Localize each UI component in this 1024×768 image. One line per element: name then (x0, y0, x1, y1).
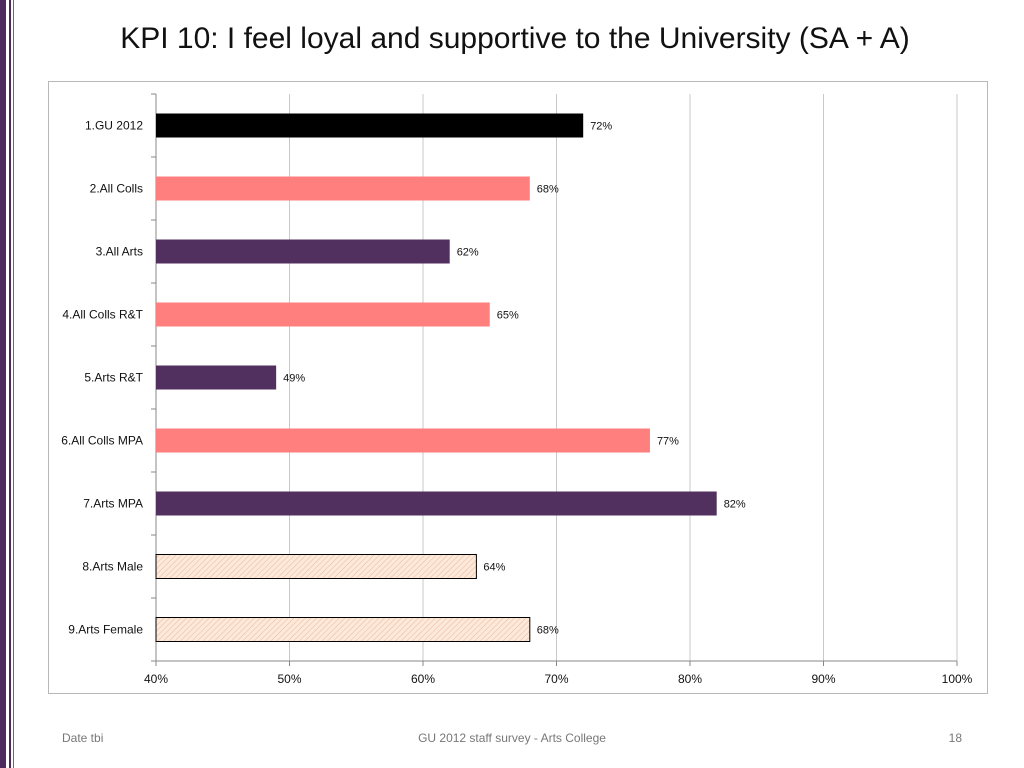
bar (156, 113, 584, 138)
accent-stripe (9, 0, 11, 768)
x-tick-label: 90% (811, 672, 835, 686)
x-tick-label: 70% (544, 672, 568, 686)
bar (156, 491, 717, 516)
x-tick-label: 100% (942, 672, 973, 686)
data-label: 72% (590, 121, 612, 133)
data-label: 62% (457, 247, 479, 259)
label-layer: 40% 50% 60% 70% 80% 90% 100% 1.GU 2012 72% 2.All … (61, 119, 972, 687)
bar (155, 554, 477, 579)
category-label: 4.All Colls R&T (62, 308, 143, 322)
x-tick-label: 80% (678, 672, 702, 686)
bar-layer (155, 113, 717, 642)
x-tick-label: 50% (277, 672, 301, 686)
slide-title: KPI 10: I feel loyal and supportive to t… (120, 22, 910, 55)
page-number: 18 (948, 731, 962, 745)
category-label: 3.All Arts (96, 245, 143, 259)
category-label: 2.All Colls (90, 182, 143, 196)
category-label: 6.All Colls MPA (61, 434, 143, 448)
chart-frame: 40% 50% 60% 70% 80% 90% 100% 1.GU 2012 72% 2.All … (48, 81, 988, 694)
bar (156, 302, 490, 327)
accent-stripe (13, 0, 14, 768)
footer-caption: GU 2012 staff survey - Arts College (418, 731, 606, 745)
data-label: 64% (483, 562, 505, 574)
data-label: 82% (724, 499, 746, 511)
bar (156, 239, 450, 264)
category-label: 9.Arts Female (68, 623, 143, 637)
data-label: 65% (497, 310, 519, 322)
footer-date: Date tbi (62, 731, 104, 745)
bar-chart: 40% 50% 60% 70% 80% 90% 100% 1.GU 2012 72% 2.All … (61, 93, 973, 687)
bar (156, 365, 277, 390)
category-label: 5.Arts R&T (84, 371, 143, 385)
category-label: 8.Arts Male (82, 560, 143, 574)
data-label: 77% (657, 436, 679, 448)
data-label: 68% (537, 625, 559, 637)
x-tick-label: 40% (144, 672, 168, 686)
data-label: 68% (537, 184, 559, 196)
category-label: 7.Arts MPA (83, 497, 143, 511)
data-label: 49% (283, 373, 305, 385)
x-tick-label: 60% (411, 672, 435, 686)
accent-stripe (0, 0, 6, 768)
bar (156, 428, 650, 453)
category-label: 1.GU 2012 (85, 119, 143, 133)
bar (156, 176, 530, 201)
bar (155, 617, 531, 642)
